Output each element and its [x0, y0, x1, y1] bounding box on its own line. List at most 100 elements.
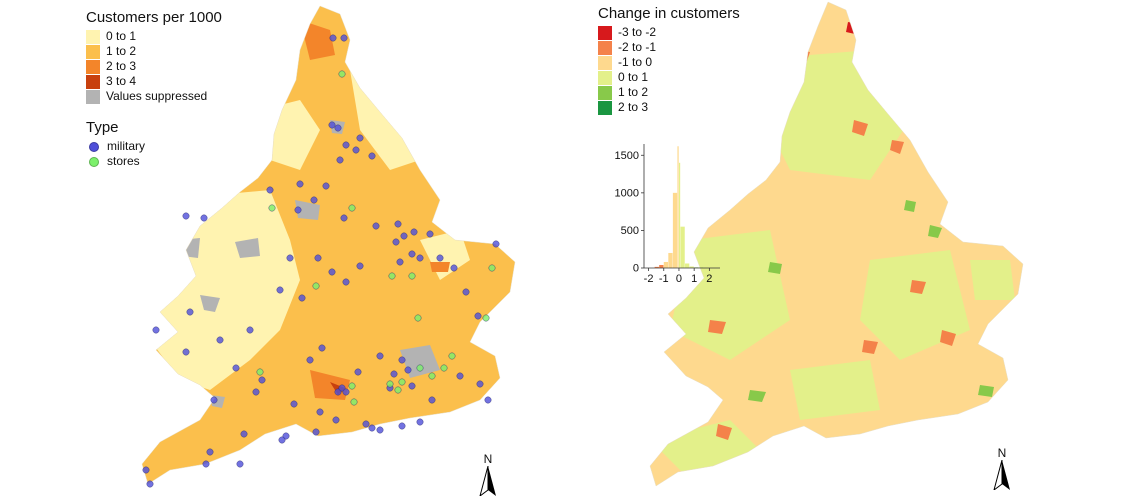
legend-swatch	[86, 29, 100, 44]
x-tick-label: -1	[659, 273, 669, 285]
stores-marker	[482, 314, 490, 322]
military-marker	[312, 428, 320, 436]
stores-marker	[348, 382, 356, 390]
legend-swatch	[86, 74, 100, 89]
stores-marker	[394, 386, 402, 394]
military-marker	[474, 312, 482, 320]
stores-marker	[488, 264, 496, 272]
histogram-bar	[689, 266, 694, 268]
legend-label: stores	[107, 154, 140, 168]
histogram-bar	[677, 146, 679, 268]
stores-marker	[386, 380, 394, 388]
military-marker	[416, 254, 424, 262]
military-marker	[356, 262, 364, 270]
histogram-bar	[668, 252, 673, 268]
military-marker	[376, 352, 384, 360]
histogram-bar	[678, 162, 681, 268]
north-arrow: N	[992, 446, 1012, 493]
legend-swatch	[598, 55, 612, 70]
military-marker	[318, 344, 326, 352]
legend-swatch	[598, 70, 612, 85]
stores-marker	[408, 272, 416, 280]
legend-swatch	[86, 44, 100, 59]
military-marker	[252, 388, 260, 396]
legend-item: -3 to -2	[598, 25, 740, 40]
military-marker	[368, 152, 376, 160]
military-marker	[276, 286, 284, 294]
military-marker	[332, 416, 340, 424]
north-label: N	[997, 446, 1007, 460]
histogram-bar	[672, 192, 678, 268]
legend-item: Values suppressed	[86, 89, 222, 104]
military-marker	[322, 182, 330, 190]
y-tick-label: 1000	[615, 187, 639, 199]
stores-marker	[414, 314, 422, 322]
military-marker	[334, 124, 342, 132]
legend-swatch	[598, 100, 612, 115]
military-marker	[328, 121, 336, 129]
legend-label: 1 to 2	[106, 44, 137, 58]
histogram-bar	[654, 266, 659, 268]
legend-title: Type	[86, 119, 119, 136]
military-marker	[398, 356, 406, 364]
military-marker	[408, 250, 416, 258]
change-map	[649, 1, 1024, 487]
legend-swatch	[86, 59, 100, 74]
military-marker	[216, 336, 224, 344]
military-marker	[354, 368, 362, 376]
military-marker	[416, 418, 424, 426]
y-tick-label: 1500	[615, 150, 639, 162]
military-marker	[342, 278, 350, 286]
military-marker	[356, 134, 364, 142]
north-arrow-icon	[993, 459, 1010, 492]
legend-label: 2 to 3	[618, 100, 649, 114]
stores-marker	[398, 378, 406, 386]
stores-marker	[448, 352, 456, 360]
y-tick-label: 500	[621, 225, 639, 237]
military-marker	[258, 376, 266, 384]
military-marker	[456, 372, 464, 380]
stores-marker	[388, 272, 396, 280]
point-layer	[142, 34, 500, 488]
military-marker	[342, 388, 350, 396]
military-marker	[278, 436, 286, 444]
legend-dot	[89, 141, 99, 152]
north-arrow-icon	[479, 465, 496, 498]
military-marker	[428, 396, 436, 404]
legend-swatch	[598, 85, 612, 100]
military-marker	[298, 294, 306, 302]
histogram-bar	[659, 264, 664, 268]
legend-item: stores	[86, 154, 145, 169]
legend-item: 1 to 2	[86, 44, 222, 59]
military-marker	[368, 424, 376, 432]
stores-marker	[312, 282, 320, 290]
military-marker	[450, 264, 458, 272]
legend-label: military	[107, 139, 145, 153]
military-marker	[290, 400, 298, 408]
legend-swatch	[598, 25, 612, 40]
legend-item: -1 to 0	[598, 55, 740, 70]
military-marker	[394, 220, 402, 228]
legend-item: 2 to 3	[86, 59, 222, 74]
stores-marker	[348, 204, 356, 212]
legend-swatch	[86, 89, 100, 104]
military-marker	[372, 222, 380, 230]
legend-item: military	[86, 139, 145, 154]
legend-dot	[89, 156, 99, 167]
legend-title: Change in customers	[598, 5, 740, 22]
type-legend: Type military stores	[86, 120, 145, 169]
histogram-bar	[685, 263, 690, 268]
legend-swatch	[598, 40, 612, 55]
military-marker	[236, 460, 244, 468]
north-label: N	[483, 452, 493, 466]
military-marker	[328, 268, 336, 276]
stores-marker	[350, 398, 358, 406]
legend-label: 0 to 1	[106, 29, 137, 43]
legend-label: -3 to -2	[618, 25, 657, 39]
military-marker	[396, 258, 404, 266]
legend-label: 3 to 4	[106, 74, 137, 88]
stores-marker	[256, 368, 264, 376]
military-marker	[342, 141, 350, 149]
military-marker	[206, 448, 214, 456]
